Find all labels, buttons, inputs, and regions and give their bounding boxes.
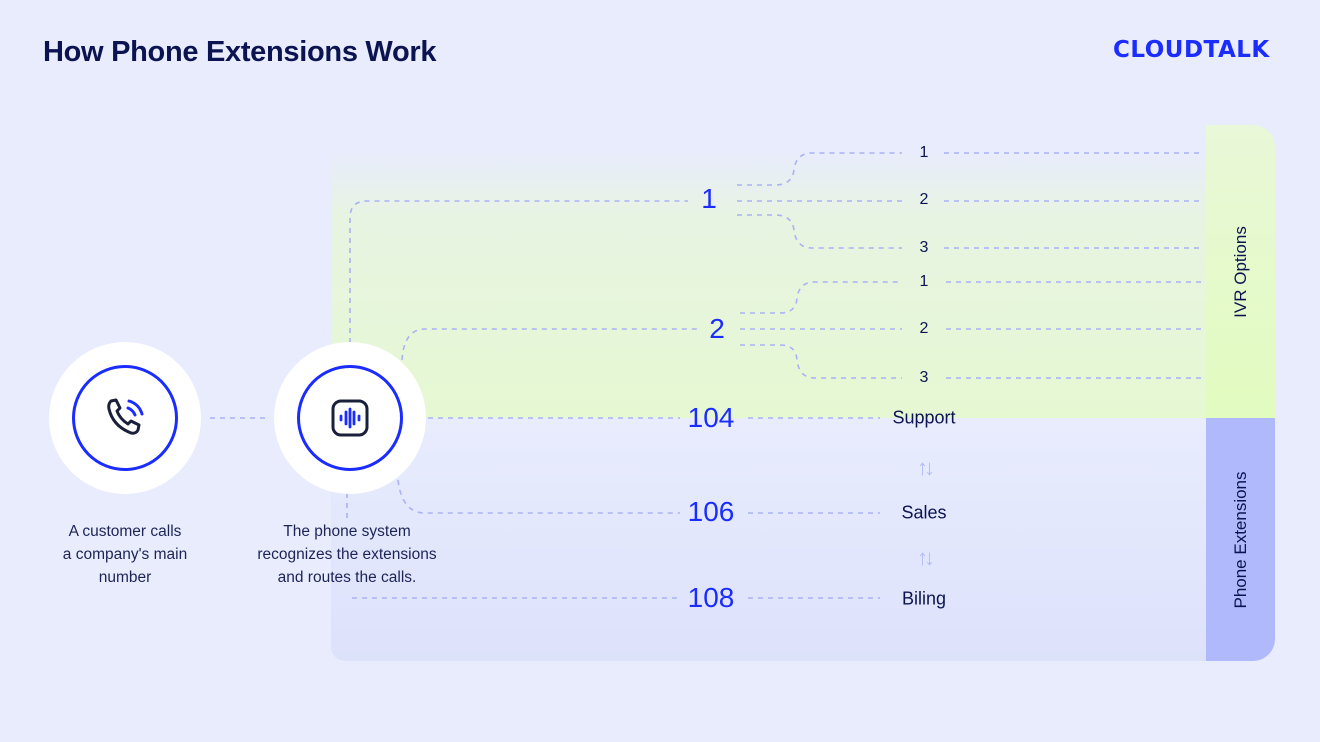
voice-wave-icon: [331, 399, 369, 437]
ivr1-branch-1: [737, 152, 902, 186]
caption-line: a company's main: [62, 546, 188, 563]
customer-call-step: [49, 342, 201, 494]
caption-line: and routes the calls.: [277, 569, 417, 586]
extension-108: 108: [687, 582, 735, 613]
ivr-1-sub-1: 1: [919, 144, 929, 161]
ivr2-branch-1: [740, 281, 902, 314]
caption-line: number: [98, 569, 152, 586]
page-title: How Phone Extensions Work: [43, 36, 437, 68]
connector-to-ivr-2: [401, 328, 700, 361]
caption-line: recognizes the extensions: [257, 546, 437, 563]
ivr-output-lines: [944, 152, 1203, 379]
ivr2-branch-3: [740, 344, 902, 379]
ivr-1-sub-2: 2: [919, 191, 929, 208]
phone-calling-icon: [107, 398, 144, 435]
extensions-panel-background: [331, 418, 1206, 661]
ivr-options-bar: IVR Options: [1206, 125, 1275, 418]
department-billing: Biling: [901, 588, 947, 609]
connector-to-106: [397, 479, 680, 514]
ivr-2-sub-2: 2: [919, 320, 929, 337]
phone-system-step: [274, 342, 426, 494]
extension-to-department-lines: [748, 417, 880, 599]
extension-104: 104: [687, 402, 735, 433]
ivr-2-sub-1: 1: [919, 273, 929, 290]
ivr-2-sub-3: 3: [919, 369, 929, 386]
department-support: Support: [892, 407, 956, 428]
extension-106: 106: [687, 496, 735, 527]
ivr-option-1: 1: [701, 183, 717, 214]
swap-arrows-icon: ↑↓: [917, 545, 935, 570]
caption-line: The phone system: [283, 523, 411, 540]
ivr-1-sub-3: 3: [919, 239, 929, 256]
cloudtalk-logo: CLOUDTALK: [1113, 37, 1270, 63]
department-sales: Sales: [901, 502, 947, 523]
caption-line: A customer calls: [68, 523, 182, 540]
ivr-panel-background: [331, 150, 1206, 418]
connector-to-ivr-1: [349, 200, 688, 343]
phone-system-caption: The phone system recognizes the extensio…: [237, 520, 457, 589]
swap-arrows-icon: ↑↓: [917, 455, 935, 480]
customer-call-caption: A customer calls a company's main number: [15, 520, 235, 589]
ivr1-branch-3: [737, 214, 902, 249]
phone-extensions-bar: Phone Extensions: [1206, 418, 1275, 661]
ivr-option-2: 2: [709, 313, 725, 344]
